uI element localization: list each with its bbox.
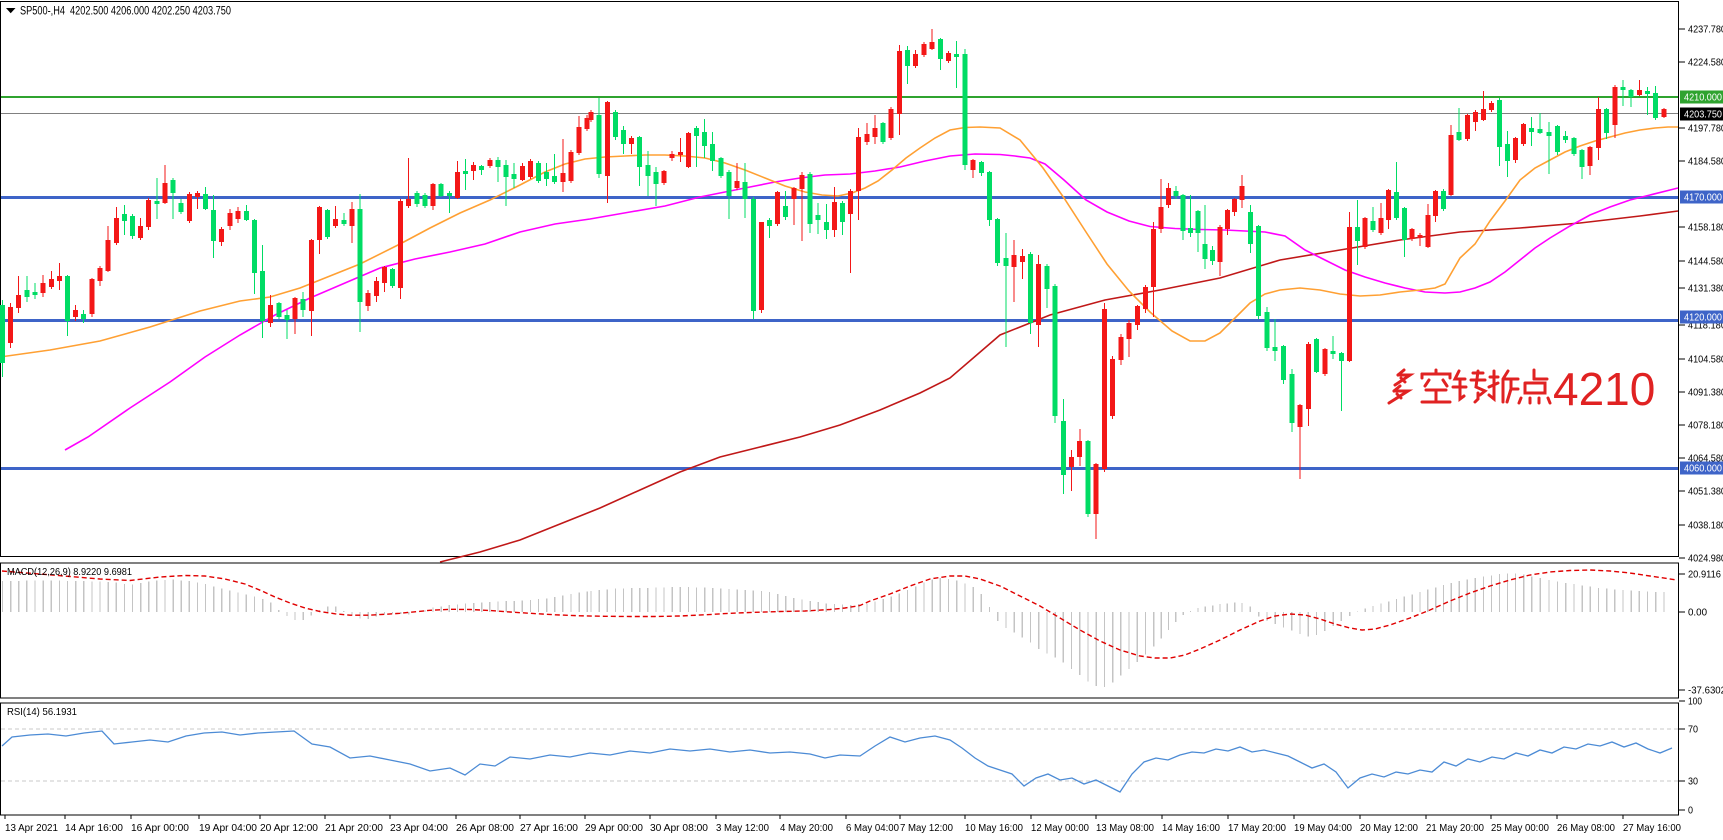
svg-text:19 Apr 04:00: 19 Apr 04:00 bbox=[199, 823, 257, 834]
svg-text:4224.580: 4224.580 bbox=[1688, 57, 1723, 69]
svg-text:0: 0 bbox=[1688, 805, 1693, 817]
svg-text:4210.000: 4210.000 bbox=[1684, 92, 1722, 104]
svg-text:19 May 04:00: 19 May 04:00 bbox=[1294, 823, 1352, 834]
svg-text:13 May 08:00: 13 May 08:00 bbox=[1096, 823, 1154, 834]
svg-text:20 Apr 12:00: 20 Apr 12:00 bbox=[260, 823, 318, 834]
svg-text:4170.000: 4170.000 bbox=[1684, 192, 1722, 204]
svg-text:3 May 12:00: 3 May 12:00 bbox=[716, 823, 769, 834]
svg-text:6 May 04:00: 6 May 04:00 bbox=[846, 823, 899, 834]
svg-text:4197.780: 4197.780 bbox=[1688, 123, 1723, 135]
svg-text:23 Apr 04:00: 23 Apr 04:00 bbox=[390, 823, 448, 834]
svg-text:SP500-,H4 4202.500 4206.000 4: SP500-,H4 4202.500 4206.000 4202.250 420… bbox=[20, 6, 231, 18]
svg-text:4131.380: 4131.380 bbox=[1688, 283, 1723, 295]
svg-text:7 May 12:00: 7 May 12:00 bbox=[900, 823, 953, 834]
svg-text:20.9116: 20.9116 bbox=[1688, 569, 1721, 581]
svg-text:10 May 16:00: 10 May 16:00 bbox=[965, 823, 1023, 834]
svg-text:14 Apr 16:00: 14 Apr 16:00 bbox=[65, 823, 123, 834]
svg-text:4237.780: 4237.780 bbox=[1688, 24, 1723, 36]
svg-text:21 Apr 20:00: 21 Apr 20:00 bbox=[325, 823, 383, 834]
svg-text:4158.180: 4158.180 bbox=[1688, 222, 1723, 234]
svg-text:21 May 20:00: 21 May 20:00 bbox=[1426, 823, 1484, 834]
svg-text:30 Apr 08:00: 30 Apr 08:00 bbox=[650, 823, 708, 834]
svg-text:4184.580: 4184.580 bbox=[1688, 156, 1723, 168]
svg-text:70: 70 bbox=[1688, 724, 1698, 736]
svg-text:4091.380: 4091.380 bbox=[1688, 387, 1723, 399]
svg-text:4210: 4210 bbox=[1553, 363, 1655, 415]
svg-text:MACD(12,26,9) 8.9220 9.6981: MACD(12,26,9) 8.9220 9.6981 bbox=[7, 566, 132, 578]
svg-text:-37.6302: -37.6302 bbox=[1688, 685, 1723, 697]
svg-text:100: 100 bbox=[1688, 696, 1702, 708]
svg-text:4144.580: 4144.580 bbox=[1688, 256, 1723, 268]
svg-text:RSI(14) 56.1931: RSI(14) 56.1931 bbox=[7, 706, 77, 718]
svg-text:26 May 08:00: 26 May 08:00 bbox=[1557, 823, 1615, 834]
svg-text:4120.000: 4120.000 bbox=[1684, 312, 1722, 324]
svg-text:13 Apr 2021: 13 Apr 2021 bbox=[5, 823, 58, 834]
svg-text:4203.750: 4203.750 bbox=[1684, 109, 1722, 121]
svg-text:4038.180: 4038.180 bbox=[1688, 520, 1723, 532]
svg-text:4060.000: 4060.000 bbox=[1684, 463, 1722, 475]
svg-text:0.00: 0.00 bbox=[1688, 607, 1707, 619]
svg-text:30: 30 bbox=[1688, 776, 1698, 788]
svg-text:4 May 20:00: 4 May 20:00 bbox=[780, 823, 833, 834]
svg-text:14 May 16:00: 14 May 16:00 bbox=[1162, 823, 1220, 834]
svg-text:12 May 00:00: 12 May 00:00 bbox=[1031, 823, 1089, 834]
svg-text:29 Apr 00:00: 29 Apr 00:00 bbox=[585, 823, 643, 834]
svg-text:17 May 20:00: 17 May 20:00 bbox=[1228, 823, 1286, 834]
svg-text:4051.380: 4051.380 bbox=[1688, 486, 1723, 498]
svg-text:16 Apr 00:00: 16 Apr 00:00 bbox=[131, 823, 189, 834]
svg-text:4104.580: 4104.580 bbox=[1688, 354, 1723, 366]
svg-text:4024.980: 4024.980 bbox=[1688, 553, 1723, 565]
svg-text:27 Apr 16:00: 27 Apr 16:00 bbox=[520, 823, 578, 834]
svg-text:4078.180: 4078.180 bbox=[1688, 420, 1723, 432]
svg-text:25 May 00:00: 25 May 00:00 bbox=[1491, 823, 1549, 834]
svg-text:27 May 16:00: 27 May 16:00 bbox=[1623, 823, 1681, 834]
svg-text:20 May 12:00: 20 May 12:00 bbox=[1360, 823, 1418, 834]
svg-text:26 Apr 08:00: 26 Apr 08:00 bbox=[456, 823, 514, 834]
